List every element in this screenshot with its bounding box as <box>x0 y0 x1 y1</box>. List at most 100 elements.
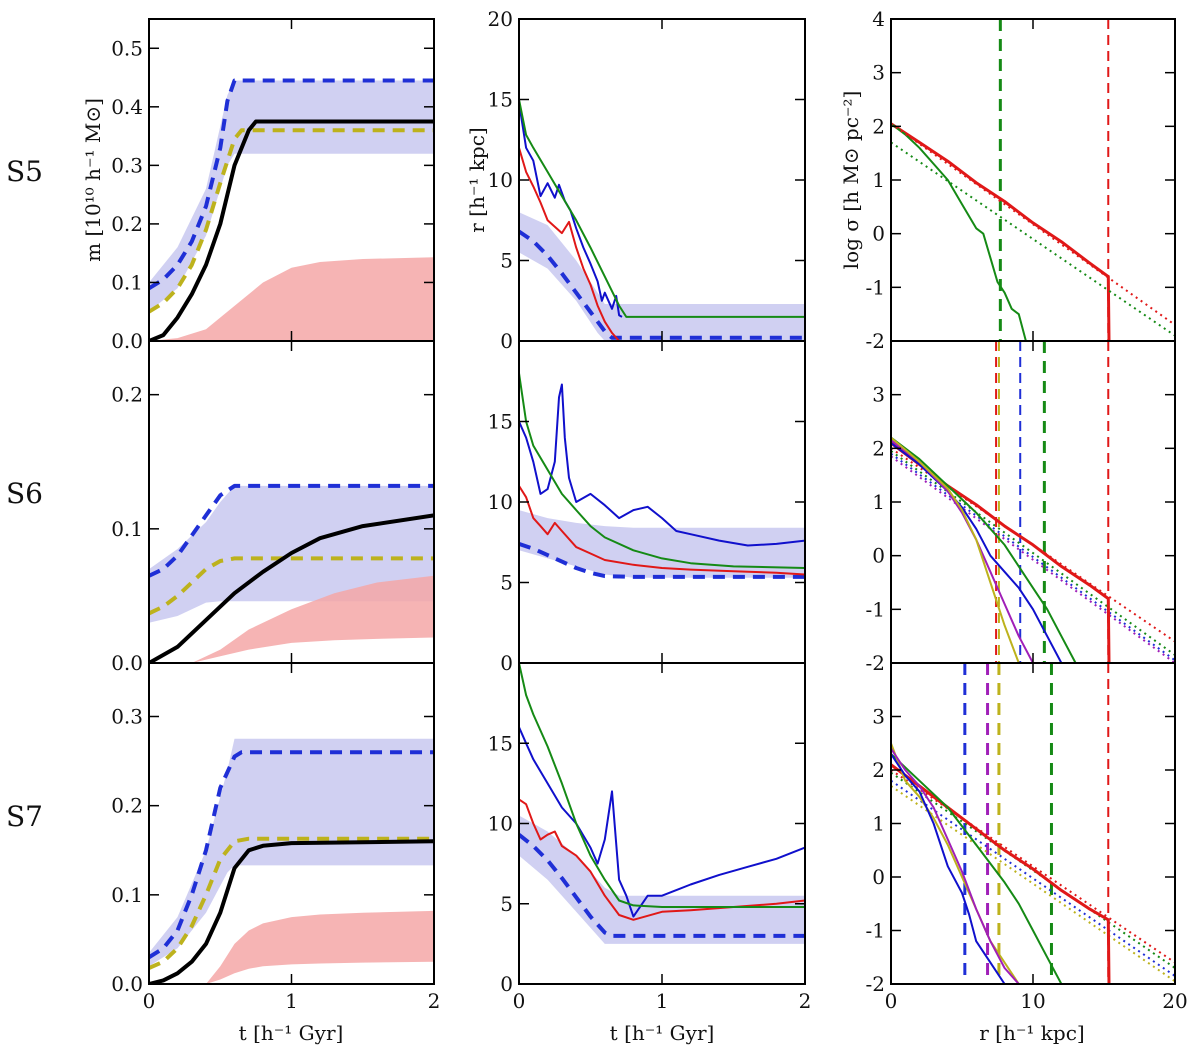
plot-area-S5-profile <box>891 19 1175 341</box>
S6-profile-series-blue <box>891 442 1063 663</box>
S5-radius-ytick-label: 10 <box>488 168 513 192</box>
S7-radius-series-blue-dashed <box>519 833 805 938</box>
S7-profile-ytick-label: -2 <box>866 972 885 996</box>
ylabel-col-3: log σ [h M⊙ pc⁻²] <box>839 91 863 270</box>
S5-profile-ytick-label: 2 <box>872 114 885 138</box>
S6-mass-series-yellow-dashed <box>149 556 434 616</box>
S5-profile-ytick-label: -1 <box>866 275 885 299</box>
S6-profile-ytick-label: 0 <box>872 544 885 568</box>
row-label-s7: S7 <box>6 800 43 833</box>
S6-profile-series-yellow <box>891 436 1020 663</box>
S5-profile-ytick-label: 0 <box>872 222 885 246</box>
plot-area-S5-radius <box>519 99 805 341</box>
S7-radius-ytick-label: 0 <box>500 972 513 996</box>
S7-radius-series-red <box>519 798 805 921</box>
S7-profile-series-blue <box>891 753 1006 984</box>
S7-mass-ytick-label: 0.2 <box>111 794 143 818</box>
S6-profile-series-magenta-dotted <box>891 455 1175 663</box>
S6-mass-series-blue-dashed <box>149 483 434 578</box>
plot-area-S6-radius <box>519 373 805 579</box>
S6-profile-ytick-label: -1 <box>866 597 885 621</box>
plot-area-S7-mass <box>149 738 434 984</box>
S7-mass-ytick-label: 0.0 <box>111 972 143 996</box>
S5-radius-frame <box>518 18 806 342</box>
S6-profile-series-green <box>891 436 1077 663</box>
S5-profile-ytick-label: 1 <box>872 168 885 192</box>
S5-radius-ytick-label: 20 <box>488 7 513 31</box>
S5-profile-ytick-label: 3 <box>872 61 885 85</box>
S7-mass-ytick-label: 0.1 <box>111 883 143 907</box>
ylabel-col-1: m [10¹⁰ h⁻¹ M⊙] <box>81 98 105 262</box>
S5-mass-ytick-label: 0.4 <box>111 95 143 119</box>
S5-profile-ytick-label: 4 <box>872 7 885 31</box>
S5-mass-series-black-solid <box>149 119 434 341</box>
S7-radius-ytick-label: 10 <box>488 812 513 836</box>
plot-area-S6-profile <box>891 341 1175 663</box>
S7-mass-xtick-label: 1 <box>285 989 298 1013</box>
xlabel-col-1: t [h⁻¹ Gyr] <box>239 1021 344 1045</box>
S7-profile-xtick-label: 0 <box>885 989 898 1013</box>
S7-profile-ytick-label: 1 <box>872 812 885 836</box>
S7-profile-ytick-label: 3 <box>872 705 885 729</box>
S7-profile-series-yellow <box>891 742 1020 984</box>
S7-profile-ytick-label: 0 <box>872 865 885 889</box>
S6-radius-series-blue-dashed <box>519 542 805 579</box>
S6-mass-ytick-label: 0.0 <box>111 651 143 675</box>
S6-profile-ytick-label: 1 <box>872 490 885 514</box>
S7-profile-ytick-label: -1 <box>866 919 885 943</box>
S6-profile-ytick-label: 2 <box>872 436 885 460</box>
S5-radius-series-blue-dashed <box>519 229 805 340</box>
S5-mass-ytick-label: 0.1 <box>111 270 143 294</box>
S5-radius-ytick-label: 15 <box>488 88 513 112</box>
S5-mass-series-blue-dashed <box>149 78 434 291</box>
S5-mass-ytick-label: 0.5 <box>111 36 143 60</box>
S5-mass-ytick-label: 0.3 <box>111 153 143 177</box>
S7-mass-xtick-label: 2 <box>428 989 441 1013</box>
row-label-s5: S5 <box>6 155 43 188</box>
panels-group: 0.00.10.20.30.40.505101520-2-1012340.00.… <box>111 7 1188 1013</box>
S6-radius-ytick-label: 0 <box>500 651 513 675</box>
S7-profile-ytick-label: 2 <box>872 758 885 782</box>
S7-mass-ytick-label: 0.3 <box>111 705 143 729</box>
S7-mass-frame <box>148 662 435 985</box>
S6-radius-ytick-label: 15 <box>488 410 513 434</box>
S7-mass-series-blue-dashed <box>149 750 434 959</box>
S7-radius-series-green <box>519 663 805 908</box>
S6-profile-series-blue-dotted <box>891 452 1175 662</box>
S5-profile-series-red-dotted <box>891 122 1175 326</box>
S5-profile-series-green <box>891 122 1027 341</box>
S5-mass-ytick-label: 0.2 <box>111 212 143 236</box>
S7-mass-xtick-label: 0 <box>143 989 156 1013</box>
xlabel-col-2: t [h⁻¹ Gyr] <box>610 1021 715 1045</box>
S5-profile-frame <box>890 18 1176 342</box>
S7-mass-blue-band <box>149 738 434 967</box>
S5-profile-series-green-dotted <box>891 141 1175 337</box>
S5-mass-series-yellow-dashed <box>149 128 434 314</box>
S5-radius-series-red <box>519 147 620 341</box>
S6-profile-ytick-label: -2 <box>866 651 885 675</box>
S6-profile-series-magenta <box>891 439 1034 663</box>
S7-profile-series-green <box>891 753 1063 984</box>
plot-area-S7-profile <box>891 663 1175 984</box>
S5-radius-ytick-label: 5 <box>500 249 513 273</box>
S7-mass-series-yellow-dashed <box>149 836 434 970</box>
S6-radius-series-green <box>519 373 805 569</box>
S6-profile-series-red <box>891 441 1111 663</box>
plot-area-S5-mass <box>149 78 434 341</box>
S7-profile-frame <box>890 662 1176 985</box>
S5-radius-series-blue <box>519 102 623 318</box>
S7-profile-series-yellow-dotted <box>891 785 1175 983</box>
row-label-s6: S6 <box>6 477 43 510</box>
S6-mass-red-band <box>191 575 434 663</box>
S6-radius-ytick-label: 5 <box>500 571 513 595</box>
S7-radius-frame <box>518 662 806 985</box>
S7-radius-ytick-label: 15 <box>488 731 513 755</box>
S7-radius-xtick-label: 0 <box>513 989 526 1013</box>
S5-mass-blue-band <box>149 80 434 312</box>
S7-radius-blue-band <box>519 815 805 944</box>
S7-radius-ytick-label: 5 <box>500 892 513 916</box>
S7-mass-series-black-solid <box>149 839 434 984</box>
S6-mass-series-black-solid <box>149 513 434 663</box>
S7-profile-xtick-label: 10 <box>1020 989 1045 1013</box>
S6-radius-series-red <box>519 485 805 576</box>
